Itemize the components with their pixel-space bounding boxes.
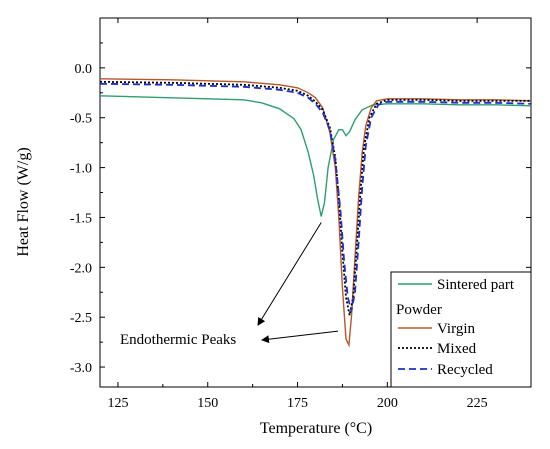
annotation-label: Endothermic Peaks: [120, 332, 236, 348]
legend-label: Mixed: [437, 341, 477, 357]
annotation-arrow: [257, 222, 322, 326]
annotation: Endothermic Peaks: [120, 222, 339, 348]
y-tick-label: -0.5: [70, 112, 92, 127]
series-line-sintered-part: [99, 95, 532, 217]
legend-box: [390, 271, 532, 388]
y-tick-label: -3.0: [70, 361, 92, 376]
legend-label: Recycled: [437, 362, 493, 378]
y-tick-label: -1.5: [70, 211, 92, 226]
legend-label: Sintered part: [437, 277, 515, 293]
x-tick-label: 225: [467, 396, 488, 411]
x-tick-label: 150: [197, 396, 218, 411]
series-line-recycled: [99, 82, 532, 312]
y-tick-label: 0.0: [75, 62, 93, 77]
series-layer: [99, 78, 532, 348]
series-line-virgin: [99, 78, 532, 348]
x-tick-label: 175: [287, 396, 308, 411]
annotation-arrow: [261, 330, 339, 344]
x-tick-label: 125: [107, 396, 128, 411]
legend: Sintered part Powder Virgin Mixed Recycled: [390, 271, 532, 388]
legend-label: Virgin: [437, 321, 475, 337]
plot-frame: [99, 17, 532, 388]
y-tick-label: -2.5: [70, 311, 92, 326]
y-axis: 0.0 -0.5 -1.0 -1.5 -2.0 -2.5 -3.0: [70, 42, 531, 376]
legend-group-header: Powder: [396, 302, 442, 318]
x-axis-label: Temperature (°C): [260, 420, 372, 437]
x-tick-label: 200: [377, 396, 398, 411]
y-axis-label: Heat Flow (W/g): [15, 147, 32, 256]
y-tick-label: -2.0: [70, 261, 92, 276]
y-tick-label: -1.0: [70, 162, 92, 177]
